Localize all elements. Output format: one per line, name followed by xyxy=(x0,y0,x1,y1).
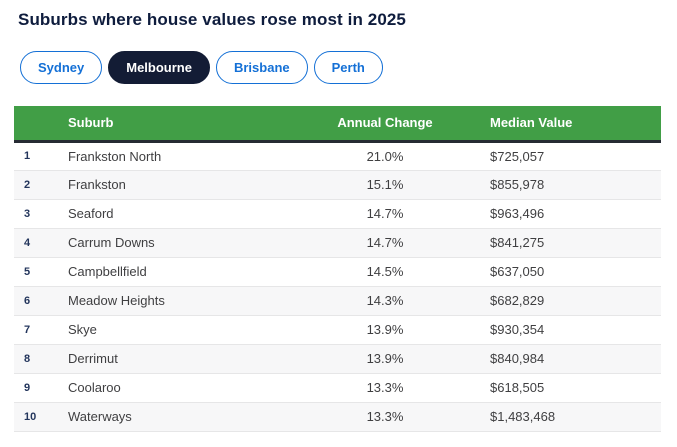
rank-cell: 4 xyxy=(14,228,68,258)
median-value-cell: $682,829 xyxy=(456,286,661,316)
annual-change-cell: 13.9% xyxy=(314,315,456,345)
annual-change-cell: 15.1% xyxy=(314,170,456,200)
city-tabs: Sydney Melbourne Brisbane Perth xyxy=(20,51,677,84)
rank-cell: 10 xyxy=(14,402,68,432)
table-row: 7 Skye 13.9% $930,354 xyxy=(14,315,661,345)
median-value-cell: $963,496 xyxy=(456,199,661,229)
rank-cell: 5 xyxy=(14,257,68,287)
table-row: 2 Frankston 15.1% $855,978 xyxy=(14,170,661,200)
annual-change-cell: 14.3% xyxy=(314,286,456,316)
rank-cell: 8 xyxy=(14,344,68,374)
annual-change-cell: 14.7% xyxy=(314,199,456,229)
annual-change-cell: 13.3% xyxy=(314,373,456,403)
suburb-cell: Frankston xyxy=(68,170,314,200)
rank-cell: 7 xyxy=(14,315,68,345)
table-row: 10 Waterways 13.3% $1,483,468 xyxy=(14,402,661,432)
median-value-cell: $841,275 xyxy=(456,228,661,258)
median-value-cell: $840,984 xyxy=(456,344,661,374)
suburb-cell: Campbellfield xyxy=(68,257,314,287)
tab-perth[interactable]: Perth xyxy=(313,51,383,84)
page-title: Suburbs where house values rose most in … xyxy=(18,10,406,29)
suburb-column-header: Suburb xyxy=(68,106,314,143)
table-header-row: Suburb Annual Change Median Value xyxy=(14,106,661,143)
table-row: 4 Carrum Downs 14.7% $841,275 xyxy=(14,228,661,258)
table-row: 8 Derrimut 13.9% $840,984 xyxy=(14,344,661,374)
suburb-cell: Carrum Downs xyxy=(68,228,314,258)
suburb-cell: Derrimut xyxy=(68,344,314,374)
rank-cell: 3 xyxy=(14,199,68,229)
table-row: 9 Coolaroo 13.3% $618,505 xyxy=(14,373,661,403)
tab-melbourne[interactable]: Melbourne xyxy=(108,51,210,84)
suburb-cell: Meadow Heights xyxy=(68,286,314,316)
suburb-cell: Waterways xyxy=(68,402,314,432)
rank-cell: 2 xyxy=(14,170,68,200)
median-value-cell: $930,354 xyxy=(456,315,661,345)
annual-change-column-header: Annual Change xyxy=(314,106,456,143)
suburb-cell: Frankston North xyxy=(68,141,314,171)
table-row: 5 Campbellfield 14.5% $637,050 xyxy=(14,257,661,287)
suburbs-table-container: Suburb Annual Change Median Value 1 Fran… xyxy=(14,106,661,432)
median-value-cell: $637,050 xyxy=(456,257,661,287)
suburb-cell: Seaford xyxy=(68,199,314,229)
annual-change-cell: 14.5% xyxy=(314,257,456,287)
median-value-column-header: Median Value xyxy=(456,106,661,143)
table-row: 1 Frankston North 21.0% $725,057 xyxy=(14,141,661,171)
tab-sydney[interactable]: Sydney xyxy=(20,51,103,84)
rank-cell: 9 xyxy=(14,373,68,403)
suburbs-table: Suburb Annual Change Median Value 1 Fran… xyxy=(14,106,661,432)
median-value-cell: $1,483,468 xyxy=(456,402,661,432)
annual-change-cell: 13.9% xyxy=(314,344,456,374)
rank-column-header xyxy=(14,106,68,143)
suburb-cell: Skye xyxy=(68,315,314,345)
table-row: 3 Seaford 14.7% $963,496 xyxy=(14,199,661,229)
tab-brisbane[interactable]: Brisbane xyxy=(215,51,308,84)
table-row: 6 Meadow Heights 14.3% $682,829 xyxy=(14,286,661,316)
annual-change-cell: 13.3% xyxy=(314,402,456,432)
median-value-cell: $618,505 xyxy=(456,373,661,403)
rank-cell: 6 xyxy=(14,286,68,316)
rank-cell: 1 xyxy=(14,141,68,171)
suburb-cell: Coolaroo xyxy=(68,373,314,403)
median-value-cell: $855,978 xyxy=(456,170,661,200)
median-value-cell: $725,057 xyxy=(456,141,661,171)
annual-change-cell: 21.0% xyxy=(314,141,456,171)
annual-change-cell: 14.7% xyxy=(314,228,456,258)
